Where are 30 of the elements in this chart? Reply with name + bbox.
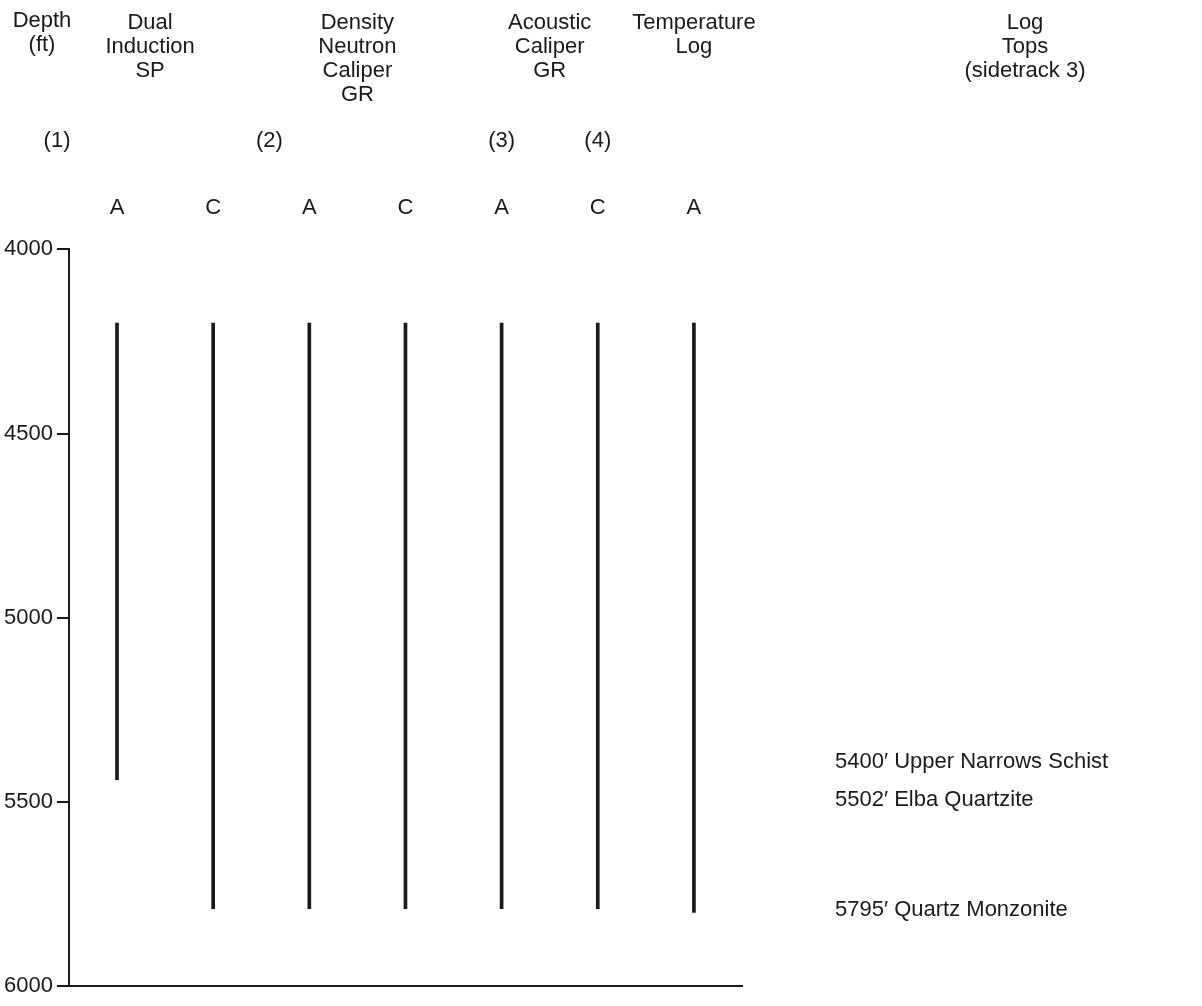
text: Acoustic Caliper GR (508, 9, 592, 83)
y-tick-label: 5000 (3, 603, 53, 629)
text: Density Neutron Caliper GR (318, 9, 397, 107)
x-tick-label: C (397, 194, 414, 220)
bar (307, 322, 312, 909)
text: 5795′ Quartz Monzonite (835, 896, 1068, 922)
text: (4) (584, 127, 612, 153)
bar (692, 322, 696, 913)
y-tick-label: 4500 (3, 419, 53, 445)
y-tick-label: 5500 (3, 787, 53, 813)
x-tick-label: C (205, 194, 222, 220)
y-tick-label: 4000 (3, 235, 53, 261)
text: 5502′ Elba Quartzite (835, 786, 1034, 812)
text: Log Tops (sidetrack 3) (964, 9, 1086, 83)
x-tick-label: C (589, 194, 606, 220)
x-tick-label: A (686, 194, 702, 220)
x-tick-label: A (301, 194, 317, 220)
x-tick-label: A (494, 194, 510, 220)
text: Dual Induction SP (105, 9, 195, 83)
text: (2) (255, 127, 283, 153)
bar (595, 322, 600, 909)
y-tick-label: 6000 (3, 972, 53, 998)
bar (115, 322, 119, 781)
text: Depth (ft) (12, 7, 72, 57)
text: Temperature Log (632, 9, 756, 59)
text: 5400′ Upper Narrows Schist (835, 748, 1109, 774)
text: (1) (43, 127, 71, 153)
text: (3) (488, 127, 516, 153)
x-tick-label: A (109, 194, 125, 220)
bar (211, 322, 215, 909)
